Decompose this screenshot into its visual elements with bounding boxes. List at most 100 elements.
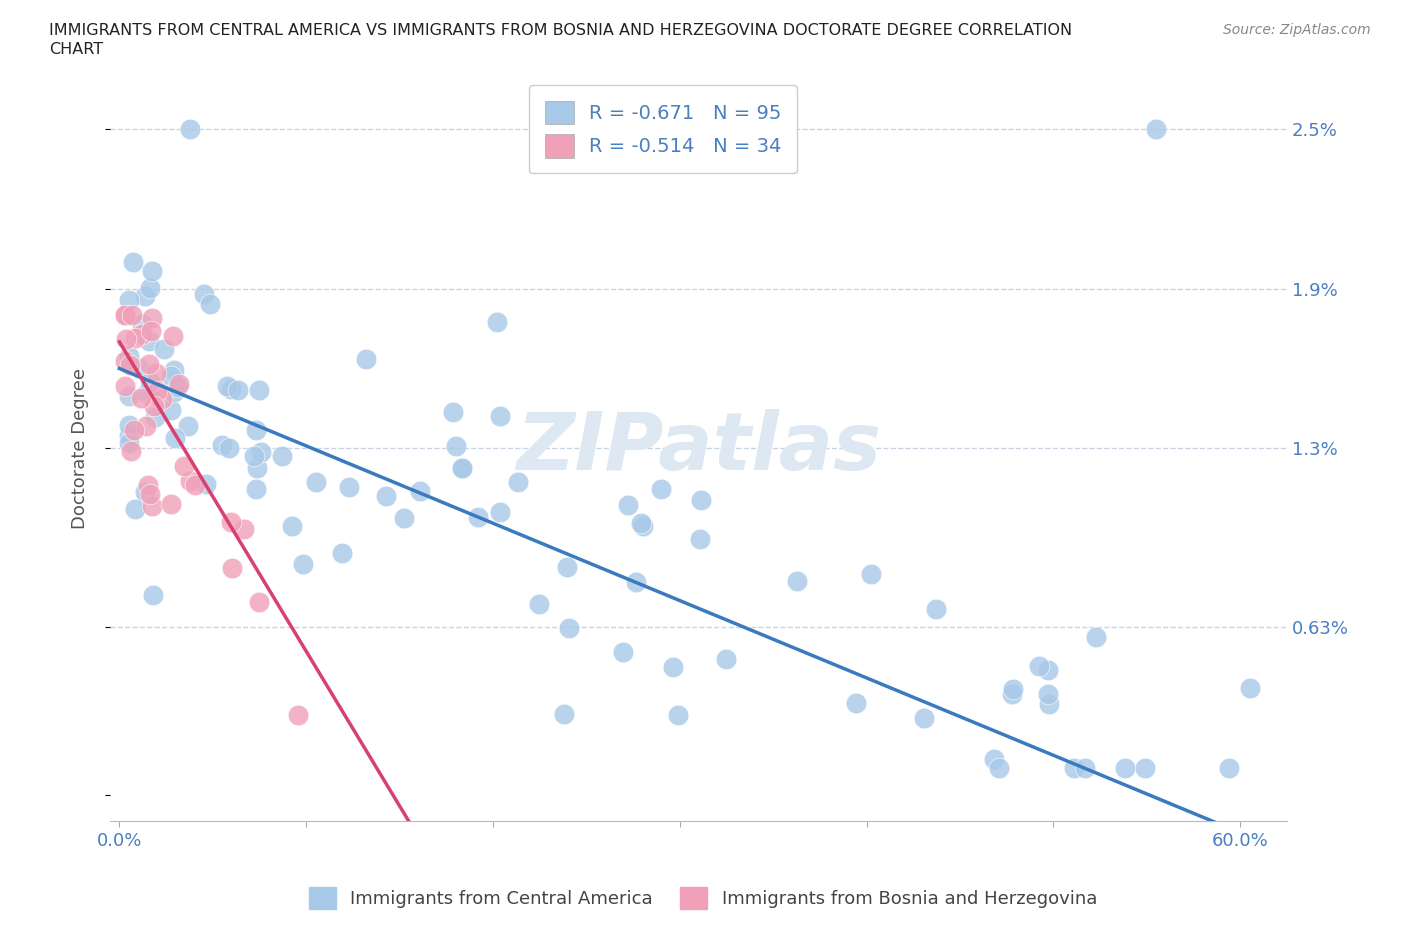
Point — [375, 488, 398, 503]
Point — [924, 602, 946, 617]
Point — [218, 440, 240, 455]
Point — [118, 388, 141, 403]
Point — [467, 510, 489, 525]
Point — [489, 408, 512, 423]
Point — [246, 460, 269, 475]
Point — [489, 505, 512, 520]
Point — [141, 498, 163, 513]
Point — [143, 399, 166, 414]
Point — [1239, 681, 1261, 696]
Point — [162, 328, 184, 343]
Point — [1114, 761, 1136, 776]
Point — [409, 484, 432, 498]
Point — [118, 418, 141, 432]
Point — [118, 293, 141, 308]
Point — [118, 435, 141, 450]
Point — [176, 418, 198, 433]
Point — [131, 316, 153, 331]
Point — [558, 621, 581, 636]
Point — [141, 263, 163, 278]
Point — [169, 377, 191, 392]
Point — [912, 711, 935, 725]
Point — [666, 708, 689, 723]
Point — [245, 422, 267, 437]
Point — [250, 445, 273, 459]
Point — [394, 510, 416, 525]
Point — [650, 482, 672, 497]
Point — [145, 365, 167, 380]
Point — [120, 357, 142, 372]
Point — [280, 518, 302, 533]
Point — [162, 363, 184, 378]
Point — [142, 587, 165, 602]
Point — [145, 383, 167, 398]
Point — [624, 574, 647, 589]
Point — [786, 574, 808, 589]
Y-axis label: Doctorate Degree: Doctorate Degree — [72, 368, 89, 529]
Point — [124, 330, 146, 345]
Point — [179, 473, 201, 488]
Point — [444, 439, 467, 454]
Point — [122, 423, 145, 438]
Point — [451, 460, 474, 475]
Point — [716, 652, 738, 667]
Point — [506, 474, 529, 489]
Point — [217, 379, 239, 393]
Point — [114, 379, 136, 394]
Point — [138, 334, 160, 349]
Point — [337, 480, 360, 495]
Point — [193, 286, 215, 301]
Point — [1135, 761, 1157, 776]
Point — [163, 385, 186, 400]
Point — [486, 314, 509, 329]
Point — [527, 597, 550, 612]
Point — [249, 594, 271, 609]
Point — [121, 308, 143, 323]
Text: Source: ZipAtlas.com: Source: ZipAtlas.com — [1223, 23, 1371, 37]
Point — [247, 383, 270, 398]
Point — [612, 645, 634, 660]
Point — [245, 482, 267, 497]
Point — [1001, 682, 1024, 697]
Point — [690, 493, 713, 508]
Point — [662, 659, 685, 674]
Point — [167, 379, 190, 394]
Point — [184, 478, 207, 493]
Point — [242, 448, 264, 463]
Point — [1063, 761, 1085, 776]
Point — [1218, 761, 1240, 776]
Point — [233, 521, 256, 536]
Point — [115, 332, 138, 347]
Point — [114, 308, 136, 323]
Point — [988, 761, 1011, 776]
Point — [131, 326, 153, 341]
Point — [332, 545, 354, 560]
Point — [200, 297, 222, 312]
Point — [221, 561, 243, 576]
Point — [122, 255, 145, 270]
Point — [138, 356, 160, 371]
Point — [153, 341, 176, 356]
Point — [631, 518, 654, 533]
Legend: R = -0.671   N = 95, R = -0.514   N = 34: R = -0.671 N = 95, R = -0.514 N = 34 — [529, 86, 797, 174]
Point — [139, 323, 162, 338]
Point — [160, 497, 183, 512]
Point — [165, 431, 187, 445]
Point — [1036, 662, 1059, 677]
Point — [141, 310, 163, 325]
Point — [129, 391, 152, 405]
Point — [1074, 761, 1097, 776]
Point — [450, 461, 472, 476]
Point — [1001, 686, 1024, 701]
Point — [226, 383, 249, 398]
Point — [136, 386, 159, 401]
Point — [135, 418, 157, 433]
Point — [1036, 686, 1059, 701]
Point — [211, 438, 233, 453]
Text: IMMIGRANTS FROM CENTRAL AMERICA VS IMMIGRANTS FROM BOSNIA AND HERZEGOVINA DOCTOR: IMMIGRANTS FROM CENTRAL AMERICA VS IMMIG… — [49, 23, 1073, 38]
Point — [1085, 630, 1108, 644]
Point — [1144, 121, 1167, 136]
Point — [160, 403, 183, 418]
Point — [136, 477, 159, 492]
Point — [128, 361, 150, 376]
